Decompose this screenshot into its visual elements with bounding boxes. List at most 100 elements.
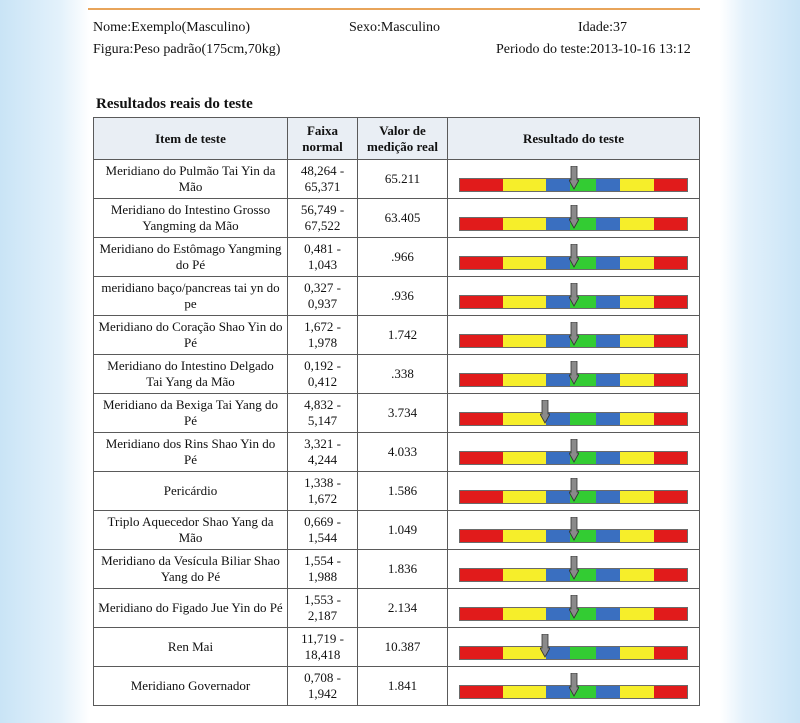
result-scale-bar bbox=[459, 478, 688, 504]
scale-segment-yellow bbox=[620, 608, 655, 620]
test-item-cell: Meridiano da Bexiga Tai Yang do Pé bbox=[93, 393, 288, 433]
result-indicator-cell bbox=[447, 159, 700, 199]
scale-segment-yellow bbox=[620, 413, 655, 425]
marker-arrow-icon bbox=[540, 400, 551, 424]
scale-segment-yellow bbox=[503, 374, 547, 386]
scale-segment-blue bbox=[596, 686, 620, 698]
patient-age: Idade:37 bbox=[578, 20, 627, 35]
scale-segment-red bbox=[460, 647, 504, 659]
measured-value-cell: 63.405 bbox=[357, 198, 448, 238]
scale-segment-red bbox=[654, 686, 687, 698]
marker-arrow-icon bbox=[568, 673, 579, 697]
result-indicator-cell bbox=[447, 588, 700, 628]
scale-segment-yellow bbox=[620, 647, 655, 659]
scale-segment-red bbox=[654, 179, 687, 191]
scale-segment-red bbox=[460, 413, 504, 425]
table-row: meridiano baço/pancreas tai yn do pe 0,32… bbox=[93, 276, 700, 316]
scale-segment-red bbox=[654, 608, 687, 620]
result-indicator-cell bbox=[447, 471, 700, 511]
measured-value-cell: 10.387 bbox=[357, 627, 448, 667]
scale-segment-blue bbox=[546, 452, 571, 464]
marker-arrow-icon bbox=[568, 517, 579, 541]
scale-segment-blue bbox=[546, 569, 571, 581]
result-indicator-cell bbox=[447, 432, 700, 472]
scale-segment-blue bbox=[596, 179, 620, 191]
marker-arrow-icon bbox=[568, 556, 579, 580]
scale-segment-red bbox=[460, 452, 504, 464]
measured-value-cell: 1.742 bbox=[357, 315, 448, 355]
scale-segment-green bbox=[570, 647, 597, 659]
scale-segment-blue bbox=[546, 335, 571, 347]
result-indicator-cell bbox=[447, 315, 700, 355]
scale-segment-blue bbox=[546, 257, 571, 269]
test-item-cell: Ren Mai bbox=[93, 627, 288, 667]
scale-segment-yellow bbox=[503, 569, 547, 581]
result-indicator-cell bbox=[447, 627, 700, 667]
table-row: Meridiano da Vesícula Biliar Shao Yang d… bbox=[93, 549, 700, 589]
scale-segment-red bbox=[460, 257, 504, 269]
scale-segment-yellow bbox=[503, 530, 547, 542]
scale-segment-yellow bbox=[503, 491, 547, 503]
test-item-cell: Meridiano do Figado Jue Yin do Pé bbox=[93, 588, 288, 628]
scale-segment-red bbox=[654, 452, 687, 464]
scale-segment-yellow bbox=[503, 608, 547, 620]
result-indicator-cell bbox=[447, 198, 700, 238]
result-scale-bar bbox=[459, 361, 688, 387]
result-scale-bar bbox=[459, 322, 688, 348]
normal-range-cell: 48,264 - 65,371 bbox=[287, 159, 358, 199]
patient-sex: Sexo:Masculino bbox=[349, 20, 440, 35]
scale-segment-yellow bbox=[620, 179, 655, 191]
measured-value-cell: .338 bbox=[357, 354, 448, 394]
scale-segment-red bbox=[654, 218, 687, 230]
scale-segment-red bbox=[654, 257, 687, 269]
table-row: Meridiano Governador 0,708 - 1,942 1.841 bbox=[93, 666, 700, 706]
scale-segment-red bbox=[654, 413, 687, 425]
scale-segment-blue bbox=[596, 257, 620, 269]
scale-segment-yellow bbox=[503, 686, 547, 698]
marker-arrow-icon bbox=[568, 322, 579, 346]
normal-range-cell: 0,327 - 0,937 bbox=[287, 276, 358, 316]
marker-arrow-icon bbox=[568, 283, 579, 307]
column-header-value: Valor de medição real bbox=[357, 117, 448, 160]
table-row: Meridiano do Figado Jue Yin do Pé 1,553 -… bbox=[93, 588, 700, 628]
marker-arrow-icon bbox=[568, 205, 579, 229]
test-item-cell: Triplo Aquecedor Shao Yang da Mão bbox=[93, 510, 288, 550]
marker-arrow-icon bbox=[568, 439, 579, 463]
table-row: Triplo Aquecedor Shao Yang da Mão 0,669 -… bbox=[93, 510, 700, 550]
marker-arrow-icon bbox=[540, 634, 551, 658]
normal-range-cell: 4,832 - 5,147 bbox=[287, 393, 358, 433]
table-row: Pericárdio 1,338 - 1,672 1.586 bbox=[93, 471, 700, 511]
result-scale-bar bbox=[459, 595, 688, 621]
normal-range-cell: 1,672 - 1,978 bbox=[287, 315, 358, 355]
scale-segment-blue bbox=[546, 374, 571, 386]
scale-segment-red bbox=[654, 374, 687, 386]
section-title: Resultados reais do teste bbox=[96, 96, 253, 112]
table-row: Meridiano da Bexiga Tai Yang do Pé 4,832 … bbox=[93, 393, 700, 433]
measured-value-cell: 1.836 bbox=[357, 549, 448, 589]
scale-segment-yellow bbox=[620, 257, 655, 269]
result-scale-bar bbox=[459, 283, 688, 309]
result-indicator-cell bbox=[447, 354, 700, 394]
measured-value-cell: 4.033 bbox=[357, 432, 448, 472]
scale-segment-blue bbox=[546, 218, 571, 230]
patient-figure: Figura:Peso padrão(175cm,70kg) bbox=[93, 42, 281, 57]
result-scale-bar bbox=[459, 400, 688, 426]
measured-value-cell: 2.134 bbox=[357, 588, 448, 628]
result-scale-bar bbox=[459, 634, 688, 660]
marker-arrow-icon bbox=[568, 478, 579, 502]
table-row: Ren Mai 11,719 - 18,418 10.387 bbox=[93, 627, 700, 667]
scale-segment-blue bbox=[546, 686, 571, 698]
normal-range-cell: 11,719 - 18,418 bbox=[287, 627, 358, 667]
normal-range-cell: 3,321 - 4,244 bbox=[287, 432, 358, 472]
test-item-cell: meridiano baço/pancreas tai yn do pe bbox=[93, 276, 288, 316]
result-scale-bar bbox=[459, 166, 688, 192]
scale-segment-yellow bbox=[503, 335, 547, 347]
measured-value-cell: 1.049 bbox=[357, 510, 448, 550]
scale-segment-red bbox=[460, 218, 504, 230]
normal-range-cell: 0,192 - 0,412 bbox=[287, 354, 358, 394]
scale-segment-blue bbox=[596, 530, 620, 542]
scale-segment-yellow bbox=[503, 296, 547, 308]
result-indicator-cell bbox=[447, 237, 700, 277]
scale-segment-red bbox=[460, 608, 504, 620]
table-header-row: Item de teste Faixa normal Valor de medi… bbox=[93, 117, 700, 160]
